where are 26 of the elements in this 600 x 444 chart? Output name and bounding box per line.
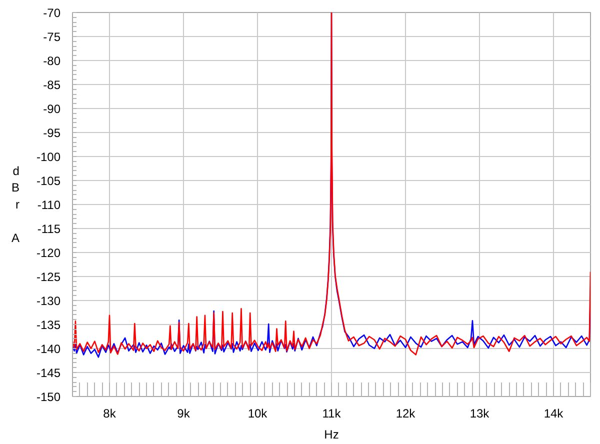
text: dBr A bbox=[11, 164, 20, 246]
x-tick-label: 10k bbox=[248, 406, 268, 420]
x-tick-label: 9k bbox=[177, 406, 191, 420]
x-tick-label: 8k bbox=[103, 406, 117, 420]
x-tick-label: 12k bbox=[396, 406, 416, 420]
y-tick-label: -105 bbox=[36, 174, 61, 188]
x-tick-label: 13k bbox=[470, 406, 490, 420]
x-axis-title: Hz bbox=[324, 428, 339, 442]
y-tick-label: -150 bbox=[36, 390, 61, 404]
y-tick-label: -110 bbox=[37, 198, 61, 212]
y-tick-label: -100 bbox=[36, 150, 61, 164]
y-tick-label: -120 bbox=[36, 246, 61, 260]
y-tick-label: -70 bbox=[43, 6, 61, 20]
y-tick-label: -75 bbox=[43, 30, 61, 44]
y-tick-label: -95 bbox=[43, 126, 61, 140]
y-tick-label: -135 bbox=[36, 318, 61, 332]
y-tick-label: -115 bbox=[37, 222, 61, 236]
y-tick-label: -130 bbox=[36, 294, 61, 308]
y-tick-label: -125 bbox=[36, 270, 61, 284]
y-tick-label: -145 bbox=[36, 366, 61, 380]
x-tick-label: 14k bbox=[544, 406, 564, 420]
y-tick-label: -80 bbox=[43, 54, 61, 68]
x-tick-label: 11k bbox=[322, 406, 342, 420]
y-tick-label: -85 bbox=[43, 78, 61, 92]
y-tick-label: -90 bbox=[43, 102, 61, 116]
y-tick-label: -140 bbox=[36, 342, 61, 356]
